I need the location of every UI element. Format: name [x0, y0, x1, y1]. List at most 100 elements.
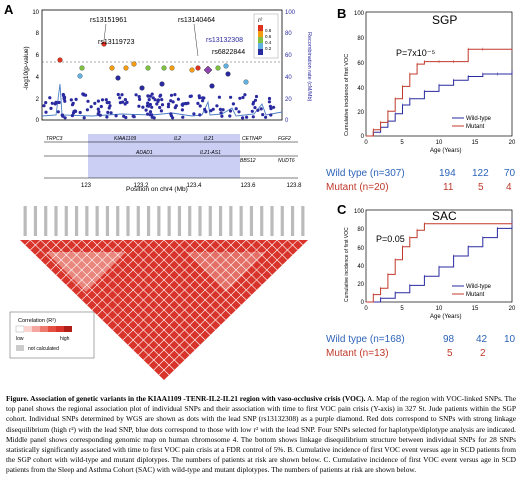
snp-point — [107, 100, 111, 105]
gene-label: BBS12 — [240, 158, 256, 164]
gene-map-svg: TRPC3 KIAA1109 IL2 IL21 CETN4P FGF2 ADAD… — [44, 134, 302, 189]
snp-point — [116, 92, 120, 97]
chart-title: SAC — [432, 209, 457, 223]
snp-points — [42, 41, 276, 120]
x-tick: 20 — [509, 306, 516, 312]
snp-point — [237, 110, 241, 114]
ld-legend-high: high — [60, 336, 70, 342]
snp-point — [105, 115, 109, 119]
risk-wt-n3: 70 — [504, 168, 516, 179]
risk-wt-n1: 194 — [439, 168, 456, 179]
legend-level: 0.6 — [265, 34, 272, 39]
snp-point — [96, 99, 100, 103]
snp-point — [148, 110, 153, 114]
km-curve-mutant — [366, 223, 512, 303]
snp-point — [228, 114, 232, 118]
snp-point — [209, 109, 213, 113]
y-tick: 6 — [36, 53, 40, 59]
snp-point — [109, 65, 115, 71]
ld-snp-label-mark — [239, 206, 243, 236]
snp-point — [78, 110, 82, 115]
snp-point — [197, 96, 202, 100]
snp-point — [56, 110, 60, 114]
risk-wt-n1: 98 — [443, 334, 455, 345]
snp-point — [228, 109, 233, 113]
snp-point — [93, 101, 97, 105]
risk-wt-label: Wild type (n=168) — [326, 334, 405, 345]
snp-point — [49, 106, 53, 110]
snp-point — [155, 102, 159, 106]
gene-map: TRPC3 KIAA1109 IL2 IL21 CETN4P FGF2 ADAD… — [36, 132, 306, 193]
snp-point — [173, 93, 177, 97]
ld-snp-label-mark — [23, 206, 27, 236]
risk-wt-label: Wild type (n=307) — [326, 168, 405, 179]
snp-point — [159, 109, 163, 113]
sgp-svg: SGP 100 80 60 40 20 0 0 5 10 15 20 Age (… — [344, 11, 516, 154]
snp-point — [196, 101, 200, 105]
ld-legend-low: low — [16, 336, 24, 342]
gene-label: TRPC3 — [46, 136, 63, 142]
risk-mut-n2: 2 — [480, 348, 486, 359]
gene-label: CETN4P — [242, 136, 262, 142]
snp-point — [161, 65, 167, 71]
snp-point — [219, 111, 223, 115]
snp-point — [86, 99, 90, 103]
snp-point — [169, 93, 174, 97]
snp-point — [256, 108, 260, 112]
snp-label: rs13119723 — [98, 39, 135, 46]
y2-tick: 80 — [285, 31, 292, 37]
snp-point — [238, 96, 242, 100]
snp-point — [229, 95, 233, 99]
y-tick: 100 — [354, 11, 365, 17]
ld-snp-label-mark — [229, 206, 233, 236]
gene-label: FGF2 — [278, 136, 291, 142]
ld-legend-title: Correlation (R²) — [18, 318, 56, 324]
ld-snp-label-mark — [126, 206, 130, 236]
snp-point — [254, 94, 259, 99]
snp-point — [171, 116, 175, 120]
x-tick: 10 — [436, 140, 443, 146]
ld-snp-label-mark — [301, 206, 305, 236]
y-tick: 60 — [357, 246, 364, 252]
snp-point — [272, 105, 276, 109]
ld-snp-label-mark — [54, 206, 58, 236]
snp-label: rs13151961 — [90, 17, 127, 24]
snp-point — [181, 103, 185, 107]
snp-point — [234, 107, 238, 111]
snp-point — [146, 94, 150, 98]
risk-mut-label: Mutant (n=13) — [326, 348, 389, 359]
gene-label: NUDT6 — [278, 158, 295, 164]
x-tick: 15 — [472, 140, 479, 146]
legend-swatch — [258, 25, 263, 31]
risk-wt-n3: 10 — [504, 334, 516, 345]
y-tick: 80 — [357, 227, 364, 233]
snp-point — [73, 109, 77, 113]
snp-point — [57, 57, 63, 63]
panel-label-c: C — [337, 202, 347, 217]
y-tick: 4 — [36, 75, 40, 81]
snp-point — [159, 81, 165, 87]
lead-snp-diamond — [203, 65, 213, 75]
x-axis-label: Age (Years) — [430, 148, 461, 154]
snp-point — [151, 96, 155, 100]
snp-point — [124, 115, 128, 120]
snp-point — [131, 61, 137, 67]
snp-point — [183, 101, 187, 106]
gene-label: IL21 — [204, 136, 214, 142]
x-tick: 123 — [81, 183, 92, 189]
gene-label: IL21-AS1 — [200, 150, 221, 156]
x-tick: 10 — [436, 306, 443, 312]
snp-point — [120, 93, 124, 97]
snp-point — [243, 93, 247, 97]
snp-point — [109, 111, 113, 115]
snp-point — [198, 104, 202, 108]
x-tick: 15 — [472, 306, 479, 312]
snp-point — [160, 103, 165, 107]
snp-point — [198, 113, 202, 117]
snp-point — [176, 97, 180, 101]
snp-point — [267, 100, 271, 104]
y-tick: 0 — [36, 118, 40, 124]
y-tick: 2 — [36, 97, 40, 103]
snp-point — [138, 97, 142, 101]
risk-wt-n2: 42 — [476, 334, 488, 345]
